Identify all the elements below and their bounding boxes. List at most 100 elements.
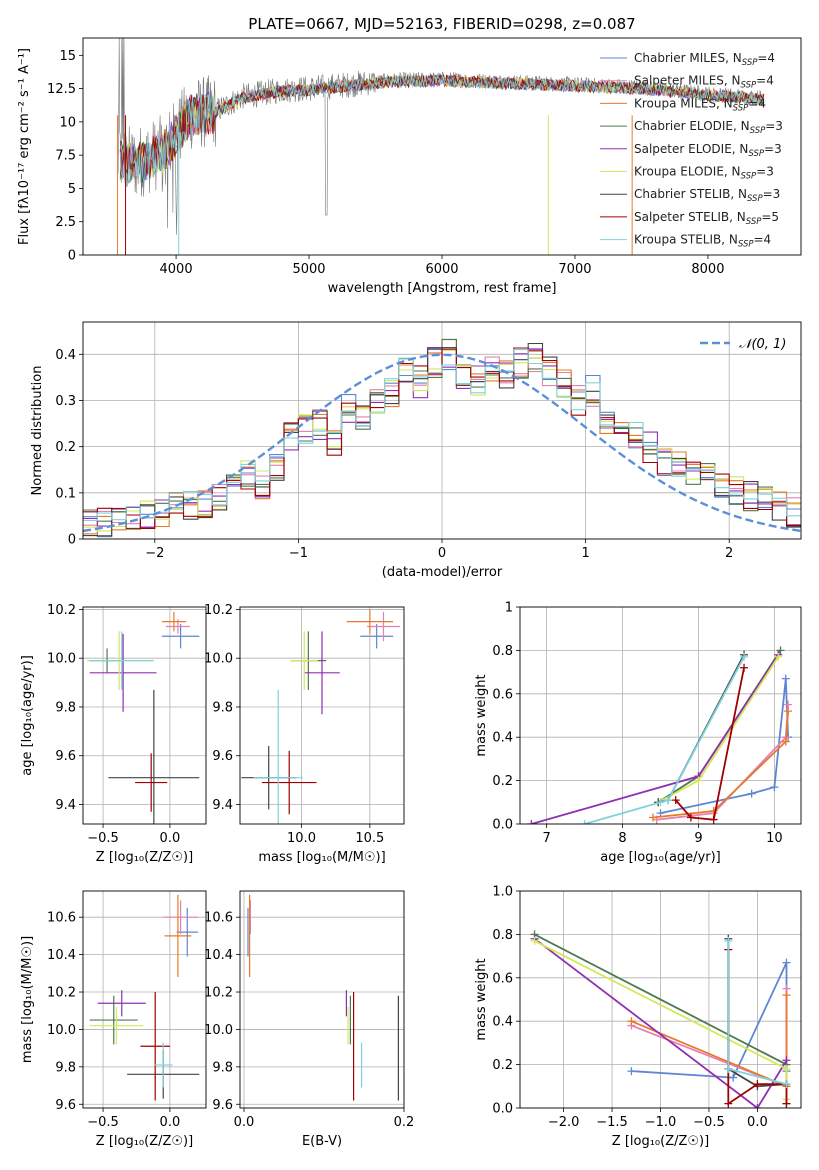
mass_weight_vs_age-ytick-label: 0.0 bbox=[492, 818, 513, 833]
spectrum-ytick-label: 2.5 bbox=[55, 215, 76, 230]
legend-label: Salpeter MILES, N bbox=[634, 74, 741, 88]
mass_vs_z-ytick-label: 10.2 bbox=[47, 986, 76, 1001]
mass_weight_vs_z-panel: −2.0 −1.5 −1.0 −0.5 0.0 0.0 0.2 0.4 0.6 0.8 1.0 Z [… bbox=[474, 885, 802, 1149]
weight-marker bbox=[776, 646, 785, 655]
weight-marker bbox=[782, 1080, 791, 1089]
age_vs_z-ytick-label: 9.6 bbox=[55, 749, 76, 764]
residuals-ytick-label: 0.1 bbox=[55, 486, 76, 501]
mass_weight_vs_z-ytick-label: 0.8 bbox=[492, 928, 513, 943]
mass_vs_z-ytick-label: 10.6 bbox=[47, 911, 76, 926]
mass_vs_ebv-ytick-label: 10.2 bbox=[204, 986, 233, 1001]
residuals-ylabel: Normed distribution bbox=[30, 366, 45, 496]
mass_weight_vs_z-xtick-label: −1.5 bbox=[596, 1115, 628, 1130]
legend-label: Kroupa MILES, N bbox=[634, 96, 733, 110]
legend-label: Kroupa ELODIE, N bbox=[634, 165, 741, 179]
legend-label: Chabrier ELODIE, N bbox=[634, 119, 750, 133]
weight-marker bbox=[580, 820, 589, 824]
legend-entry: Chabrier ELODIE, NSSP=3 bbox=[634, 119, 783, 136]
legend-entry: Salpeter MILES, NSSP=4 bbox=[634, 74, 774, 91]
legend-entry: Salpeter ELODIE, NSSP=3 bbox=[634, 142, 782, 159]
mass_vs_ebv-ytick-label: 10.0 bbox=[204, 1023, 233, 1038]
weight-marker bbox=[782, 1056, 791, 1065]
legend-sub: SSP bbox=[746, 217, 762, 227]
legend-sub: SSP bbox=[733, 103, 749, 113]
mass_vs_ebv-panel: 0.0 0.2 9.6 9.8 10.0 10.2 10.4 10.6 E(B-V) bbox=[204, 890, 414, 1149]
legend-sub: SSP bbox=[748, 149, 764, 159]
weight-marker bbox=[664, 796, 673, 805]
age_vs_z-frame bbox=[82, 606, 207, 825]
legend-sub: SSP bbox=[741, 81, 757, 91]
spectrum-xtick-label: 5000 bbox=[292, 262, 325, 277]
mass_vs_z-panel: −0.5 0.0 9.6 9.8 10.0 10.2 10.4 10.6 Z [log₁₀(Z/… bbox=[20, 890, 207, 1149]
spectrum-ytick-label: 15 bbox=[59, 49, 76, 64]
mass_weight_vs_z-ylabel: mass weight bbox=[474, 958, 489, 1040]
age_vs_mass-ytick-label: 9.4 bbox=[212, 798, 233, 813]
legend-tail: =3 bbox=[763, 187, 781, 201]
legend-tail: =3 bbox=[765, 119, 783, 133]
age_vs_z-ylabel: age [log₁₀(age/yr)] bbox=[20, 655, 35, 776]
legend-sub: SSP bbox=[750, 126, 766, 136]
weight-marker bbox=[656, 798, 665, 807]
legend-tail: =4 bbox=[756, 74, 774, 88]
mass_weight_vs_z-xlabel: Z [log₁₀(Z/Z☉)] bbox=[612, 1134, 709, 1149]
mass_vs_ebv-frame bbox=[239, 890, 405, 1109]
legend-sub: SSP bbox=[742, 58, 758, 68]
weight-marker bbox=[782, 991, 791, 1000]
legend-label: Chabrier STELIB, N bbox=[634, 187, 747, 201]
mass_weight_vs_z-ytick-label: 0.4 bbox=[492, 1015, 513, 1030]
mass_vs_z-xtick-label: 0.0 bbox=[160, 1115, 181, 1130]
spectrum-ytick-label: 7.5 bbox=[55, 149, 76, 164]
hist-salpeter-stelib bbox=[83, 347, 801, 530]
weight-marker bbox=[729, 1073, 738, 1082]
age_vs_mass-frame bbox=[239, 606, 405, 825]
mass_vs_z-ytick-label: 10.0 bbox=[47, 1023, 76, 1038]
residuals-ytick-label: 0.2 bbox=[55, 440, 76, 455]
mass_weight_vs_age-ytick-label: 0.4 bbox=[492, 731, 513, 746]
residuals-frame bbox=[82, 321, 802, 540]
residuals-ytick-label: 0.4 bbox=[55, 348, 76, 363]
age_vs_mass-plot-area bbox=[240, 607, 404, 824]
legend-label: Salpeter ELODIE, N bbox=[634, 142, 748, 156]
weight-marker bbox=[782, 1064, 791, 1073]
weight-marker bbox=[774, 652, 783, 661]
legend-tail: =4 bbox=[748, 96, 766, 110]
mass_weight_vs_age-ytick-label: 0.6 bbox=[492, 687, 513, 702]
mass_weight_vs_z-frame bbox=[519, 890, 802, 1109]
mass_weight_vs_z-ytick-label: 0.0 bbox=[492, 1102, 513, 1117]
residuals-ytick-label: 0.3 bbox=[55, 394, 76, 409]
weight-marker bbox=[627, 1017, 636, 1026]
spectrum-model-kroupa-stelib bbox=[119, 74, 765, 184]
age_vs_mass-ytick-label: 10.0 bbox=[204, 652, 233, 667]
weight-marker bbox=[753, 1080, 762, 1089]
age_vs_mass-panel: 10.0 10.5 9.4 9.6 9.8 10.0 10.2 mass [log₁₀(M/M… bbox=[204, 603, 405, 865]
residuals-xlabel: (data-model)/error bbox=[382, 565, 503, 580]
mass_vs_z-frame bbox=[82, 890, 207, 1109]
weight-marker bbox=[648, 813, 657, 822]
legend-sub: SSP bbox=[741, 172, 757, 182]
legend-entry: Chabrier MILES, NSSP=4 bbox=[634, 51, 775, 68]
mass_vs_z-ytick-label: 9.6 bbox=[55, 1098, 76, 1113]
spectrum-data-line bbox=[117, 38, 765, 235]
mass_vs_z-xlabel: Z [log₁₀(Z/Z☉)] bbox=[96, 1134, 193, 1149]
spectrum-xlabel: wavelength [Angstrom, rest frame] bbox=[328, 281, 557, 296]
spectrum-ytick-label: 12.5 bbox=[47, 82, 76, 97]
age_vs_mass-xtick-label: 10.0 bbox=[287, 831, 316, 846]
spectrum-ytick-label: 5 bbox=[68, 182, 76, 197]
age_vs_z-panel: −0.5 0.0 9.4 9.6 9.8 10.0 10.2 Z [log₁₀(Z/Z☉)] a… bbox=[20, 603, 207, 865]
weight-marker bbox=[784, 707, 793, 716]
age_vs_mass-ytick-label: 9.6 bbox=[212, 749, 233, 764]
legend-entry: Salpeter STELIB, NSSP=5 bbox=[634, 210, 779, 227]
legend-tail: =4 bbox=[754, 233, 772, 247]
weight-marker bbox=[724, 936, 733, 945]
mass_weight_vs_age-panel: 7 8 9 10 0.0 0.2 0.4 0.6 0.8 1 age [log₁₀(age/yr)]… bbox=[474, 601, 802, 865]
weight-marker bbox=[530, 936, 539, 945]
weight-marker bbox=[709, 815, 718, 824]
mass_weight_vs_z-ytick-label: 0.6 bbox=[492, 971, 513, 986]
spectrum-plot-area bbox=[117, 38, 765, 255]
mass_weight_vs_age-plot-area bbox=[520, 607, 801, 824]
spectrum-panel: 4000 5000 6000 7000 8000 0 2.5 5 7.5 10 12.5 15 wave… bbox=[17, 37, 802, 296]
weight-marker bbox=[782, 958, 791, 967]
legend-entry: Chabrier STELIB, NSSP=3 bbox=[634, 187, 780, 204]
residuals-plot-area bbox=[83, 322, 801, 539]
